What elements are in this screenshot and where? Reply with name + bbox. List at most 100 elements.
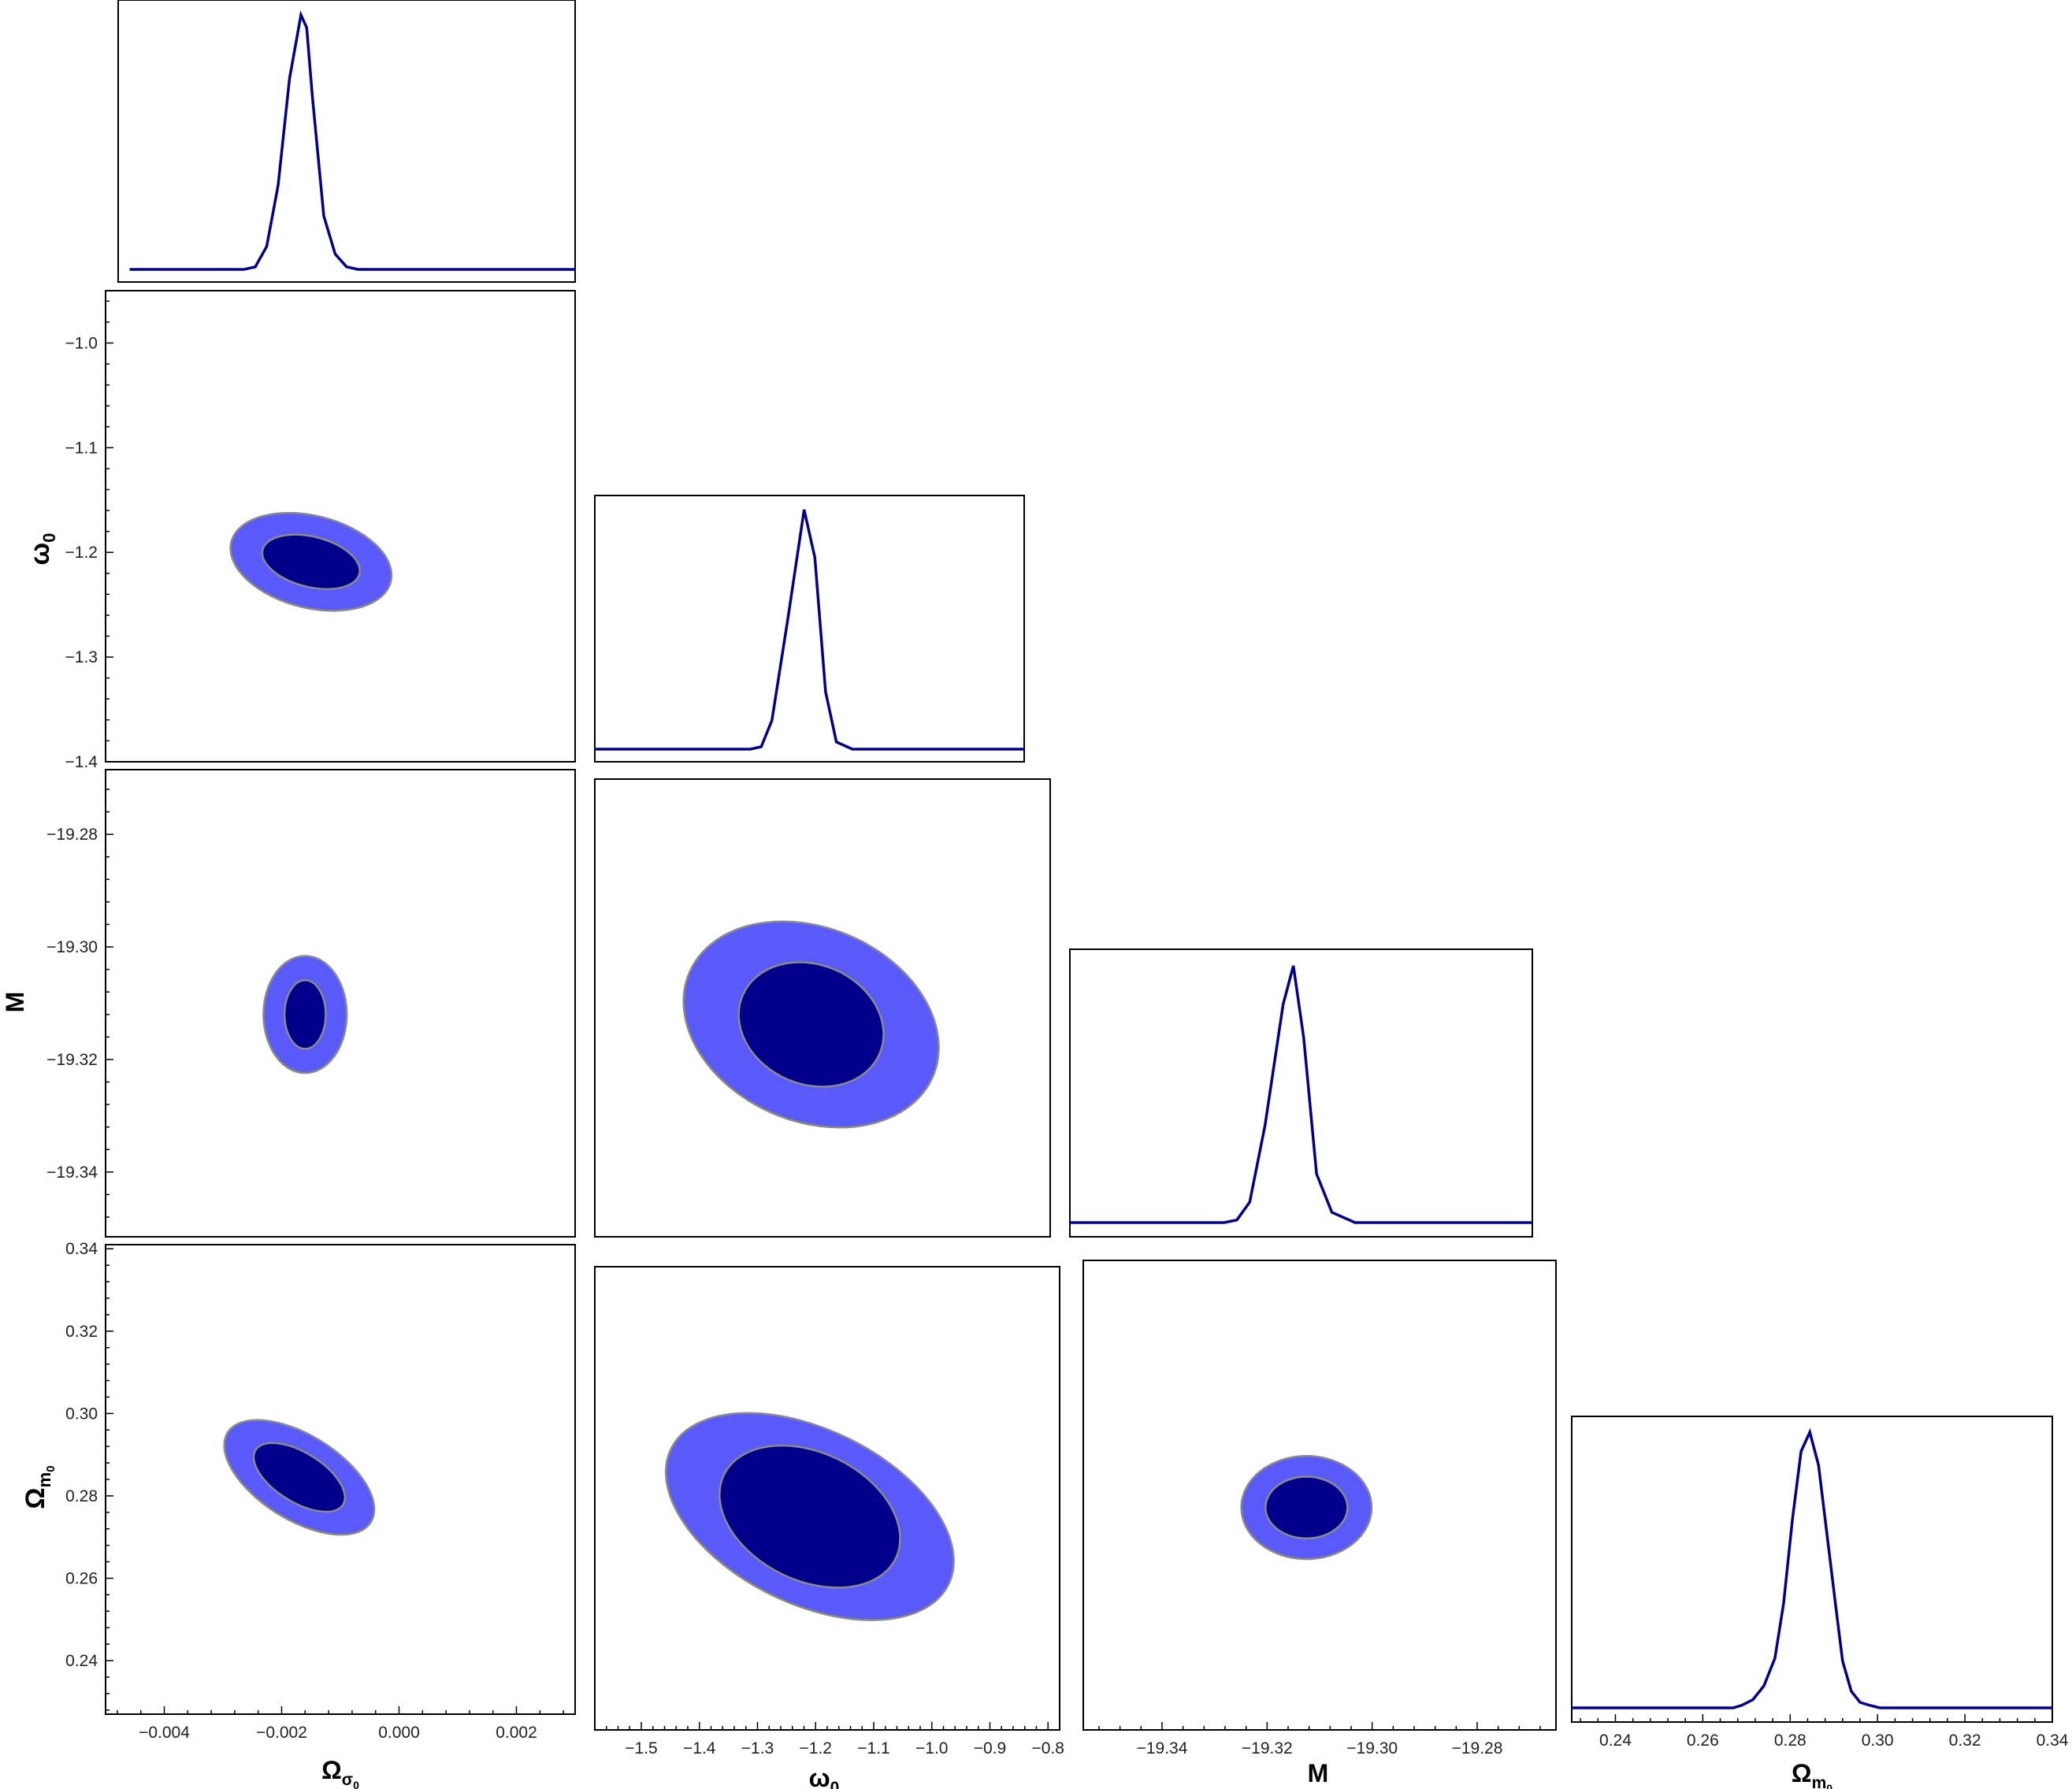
label-omega-sigma-bottom: Ωσ0 (321, 1756, 359, 1789)
contour-w0-vs-omega-sigma-plot (229, 511, 393, 612)
omega-m-bottom-subsub: 0 (1826, 1782, 1832, 1789)
y-tick-label: −19.30 (46, 938, 98, 956)
x-tick-label: 0.34 (2037, 1731, 2069, 1750)
omega-m-bottom-sub: m (1812, 1774, 1827, 1789)
contour-M-vs-w0-panel (594, 778, 1051, 1238)
hist-w0-curve (595, 509, 1024, 751)
hist-omega-m-panel: 0.24 0.26 0.28 0.30 0.32 0.34 Ωm0 (1571, 1416, 2069, 1789)
x-tick-label: −1.3 (741, 1739, 774, 1757)
contour-M-vs-omega-sigma-yaxis: −19.34 −19.32 −19.30 −19.28 (46, 789, 113, 1218)
x-tick-label: 0.002 (496, 1724, 537, 1742)
contour-omega-m-vs-M-xaxis: −19.34 −19.32 −19.30 −19.28 (1098, 1722, 1541, 1757)
hist-w0-panel (594, 495, 1025, 763)
y-tick-label: 0.32 (65, 1323, 98, 1341)
x-tick-label: 0.30 (1862, 1731, 1894, 1750)
hist-omega-m-xaxis: 0.24 0.26 0.28 0.30 0.32 0.34 (1580, 1714, 2069, 1750)
contour-w0-vs-omega-sigma-1sigma (261, 533, 361, 590)
y-tick-label: −1.0 (65, 334, 98, 352)
x-tick-label: −0.002 (256, 1724, 307, 1742)
x-tick-label: −19.32 (1242, 1739, 1293, 1757)
x-tick-label: −0.8 (1032, 1739, 1064, 1757)
contour-omega-m-vs-w0-xaxis: −1.5 −1.4 −1.3 −1.2 −1.1 −1.0 −0.9 −0.8 (606, 1722, 1064, 1757)
contour-M-vs-w0-1sigma (737, 961, 885, 1088)
omega-m-left-subsub: 0 (44, 1465, 58, 1472)
contour-M-vs-omega-sigma-1sigma (283, 978, 327, 1050)
x-tick-label: 0.28 (1774, 1731, 1807, 1750)
hist-M-panel (1069, 948, 1533, 1238)
contour-w0-vs-omega-sigma-yaxis: −1.4 −1.3 −1.2 −1.1 −1.0 (65, 300, 113, 771)
hist-omega-sigma-panel (117, 0, 576, 283)
contour-M-vs-w0-frame (594, 778, 1051, 1238)
svg-text:M: M (1, 992, 29, 1013)
y-tick-label: 0.30 (65, 1405, 98, 1423)
contour-omega-m-vs-M-plot (1240, 1455, 1373, 1561)
contour-omega-m-vs-omega-sigma-1sigma (252, 1442, 347, 1513)
contour-omega-m-vs-w0-plot (664, 1412, 955, 1621)
hist-omega-sigma-frame (117, 0, 576, 283)
contour-omega-m-vs-omega-sigma-yaxis: 0.24 0.26 0.28 0.30 0.32 0.34 (65, 1240, 113, 1711)
hist-M-frame (1069, 948, 1533, 1238)
y-tick-label: −1.4 (65, 753, 98, 771)
contour-omega-m-vs-w0-panel: −1.5 −1.4 −1.3 −1.2 −1.1 −1.0 −0.9 −0.8 ω0 (594, 1266, 1064, 1789)
y-tick-label: −1.3 (65, 648, 98, 666)
contour-omega-m-vs-omega-sigma-plot (223, 1419, 376, 1536)
hist-omega-m-frame (1571, 1416, 2053, 1723)
omega-sigma-bottom-base: Ω (321, 1756, 342, 1784)
x-tick-label: 0.26 (1687, 1731, 1719, 1750)
x-tick-label: 0.24 (1599, 1731, 1632, 1750)
x-tick-label: −19.34 (1137, 1739, 1188, 1757)
y-tick-label: −1.1 (65, 439, 98, 457)
x-tick-label: −1.0 (915, 1739, 948, 1757)
label-M-left: M (1, 992, 29, 1013)
label-omega-m-bottom: Ωm0 (1792, 1759, 1832, 1789)
hist-M-curve (1070, 965, 1532, 1224)
contour-M-vs-omega-sigma-panel: −19.34 −19.32 −19.30 −19.28 M (1, 769, 576, 1238)
contour-omega-m-vs-w0-1sigma (719, 1444, 901, 1589)
contour-omega-m-vs-M-1sigma (1264, 1475, 1349, 1540)
contour-M-vs-omega-sigma-frame (105, 769, 576, 1238)
contour-w0-vs-omega-sigma-panel: −1.4 −1.3 −1.2 −1.1 −1.0 ω0 (25, 290, 576, 771)
M-left-base: M (1, 992, 29, 1013)
w0-left-base: ω (25, 543, 55, 566)
x-tick-label: −19.30 (1346, 1739, 1398, 1757)
x-tick-label: −0.9 (974, 1739, 1006, 1757)
w0-left-sub: 0 (39, 533, 59, 543)
contour-omega-m-vs-omega-sigma-xaxis: −0.004 −0.002 0.000 0.002 (117, 1706, 564, 1742)
omega-sigma-bottom-subsub: 0 (353, 1779, 359, 1789)
y-tick-label: 0.26 (65, 1569, 98, 1587)
label-M-bottom: M (1308, 1759, 1329, 1787)
hist-omega-sigma-curve (129, 10, 575, 271)
y-tick-label: −1.2 (65, 544, 98, 562)
y-tick-label: 0.34 (65, 1240, 98, 1258)
M-bottom-base: M (1308, 1759, 1329, 1787)
x-tick-label: −0.004 (139, 1724, 190, 1742)
omega-m-left-sub: m (35, 1472, 54, 1488)
contour-omega-m-vs-omega-sigma-panel: 0.24 0.26 0.28 0.30 0.32 0.34 −0.004 −0.002 0.0… (20, 1240, 576, 1789)
omega-sigma-bottom-sub: σ (342, 1771, 353, 1789)
hist-w0-frame (594, 495, 1025, 763)
x-tick-label: −1.2 (800, 1739, 832, 1757)
label-w0-left: ω0 (25, 533, 59, 566)
label-omega-m-left: Ωm0 (20, 1465, 58, 1509)
contour-M-vs-w0-plot (682, 920, 940, 1129)
contour-M-vs-omega-sigma-plot (262, 955, 348, 1075)
svg-text:ω0: ω0 (25, 533, 59, 566)
omega-m-bottom-base: Ω (1792, 1759, 1812, 1787)
x-tick-label: 0.32 (1949, 1731, 1981, 1750)
w0-bottom-sub: 0 (830, 1779, 840, 1789)
label-w0-bottom: ω0 (809, 1764, 840, 1789)
y-tick-label: −19.34 (46, 1164, 98, 1182)
y-tick-label: −19.32 (46, 1051, 98, 1069)
w0-bottom-base: ω (809, 1764, 830, 1789)
y-tick-label: 0.28 (65, 1487, 98, 1505)
y-tick-label: 0.24 (65, 1652, 98, 1670)
contour-w0-vs-omega-sigma-frame (105, 290, 576, 763)
omega-m-left-base: Ω (20, 1487, 50, 1509)
x-tick-label: −19.28 (1452, 1739, 1503, 1757)
hist-omega-m-curve (1572, 1427, 2052, 1709)
contour-omega-m-vs-M-panel: −19.34 −19.32 −19.30 −19.28 M (1082, 1260, 1557, 1787)
x-tick-label: −1.4 (683, 1739, 716, 1757)
x-tick-label: 0.000 (378, 1724, 420, 1742)
svg-text:Ωm0: Ωm0 (20, 1465, 58, 1509)
x-tick-label: −1.1 (857, 1739, 889, 1757)
